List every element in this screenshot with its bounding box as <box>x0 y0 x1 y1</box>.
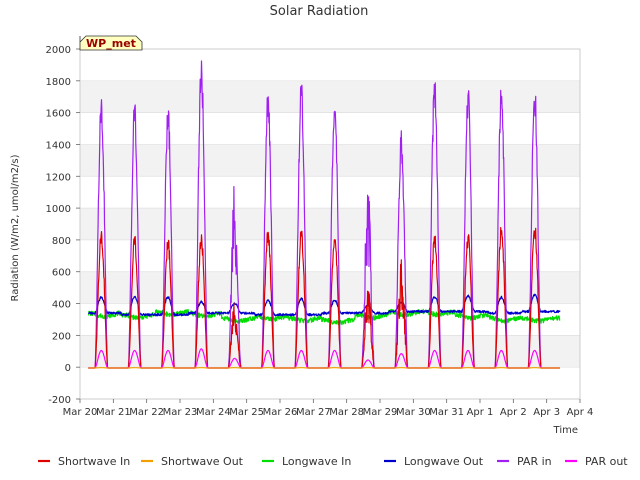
legend-label: Longwave Out <box>404 455 484 468</box>
plot-frame <box>79 48 581 400</box>
series-line-longwave-in <box>88 308 561 326</box>
y-tick-label: 600 <box>52 268 71 279</box>
x-tick-label: Mar 20 <box>63 407 98 418</box>
x-tick-label: Mar 25 <box>229 407 264 418</box>
x-tick-label: Apr 2 <box>500 407 527 418</box>
y-axis: -200 0 200 400 600 800 1000 1200 1400 1600 1800 200… <box>46 45 80 406</box>
y-tick-label: 400 <box>52 300 71 311</box>
y-tick-label: 1200 <box>46 172 71 183</box>
legend-label: PAR in <box>517 455 552 468</box>
y-tick-label: 1000 <box>46 204 71 215</box>
x-axis-label: Time <box>553 425 578 436</box>
x-tick-label: Mar 21 <box>96 407 131 418</box>
legend-label: Shortwave In <box>58 455 130 468</box>
x-tick-label: Mar 27 <box>296 407 331 418</box>
station-label: WP_met <box>86 37 136 50</box>
x-tick-label: Mar 23 <box>163 407 198 418</box>
x-tick-label: Mar 31 <box>429 407 464 418</box>
y-tick-label: 1800 <box>46 77 71 88</box>
grid-band <box>80 144 580 177</box>
x-tick-label: Mar 26 <box>263 407 298 418</box>
grid-band <box>80 208 580 240</box>
legend-label: Longwave In <box>282 455 351 468</box>
x-tick-label: Apr 3 <box>533 407 560 418</box>
y-axis-label: Radiation (W/m2, umol/m2/s) <box>10 154 21 301</box>
station-label-box: WP_met <box>79 35 143 51</box>
x-tick-label: Mar 22 <box>129 407 164 418</box>
grid-band <box>80 80 580 113</box>
series-line-longwave-out <box>87 293 561 317</box>
x-tick-label: Mar 29 <box>363 407 398 418</box>
chart-title: Solar Radiation <box>270 4 369 19</box>
y-tick-label: 200 <box>52 331 71 342</box>
x-tick-label: Mar 30 <box>396 407 431 418</box>
y-tick-label: 2000 <box>46 45 71 56</box>
y-tick-label: 800 <box>52 236 71 247</box>
y-tick-label: 1400 <box>46 140 71 151</box>
legend: Shortwave In Shortwave Out Longwave In Long… <box>38 455 628 468</box>
x-tick-label: Apr 4 <box>567 407 594 418</box>
legend-label: Shortwave Out <box>161 455 244 468</box>
legend-label: PAR out <box>585 455 628 468</box>
y-tick-label: 0 <box>65 363 71 374</box>
series-lines <box>87 60 561 369</box>
x-tick-label: Mar 28 <box>329 407 364 418</box>
y-tick-label: 1600 <box>46 109 71 120</box>
x-tick-label: Mar 24 <box>196 407 231 418</box>
x-tick-label: Apr 1 <box>467 407 494 418</box>
y-tick-label: -200 <box>48 395 71 406</box>
